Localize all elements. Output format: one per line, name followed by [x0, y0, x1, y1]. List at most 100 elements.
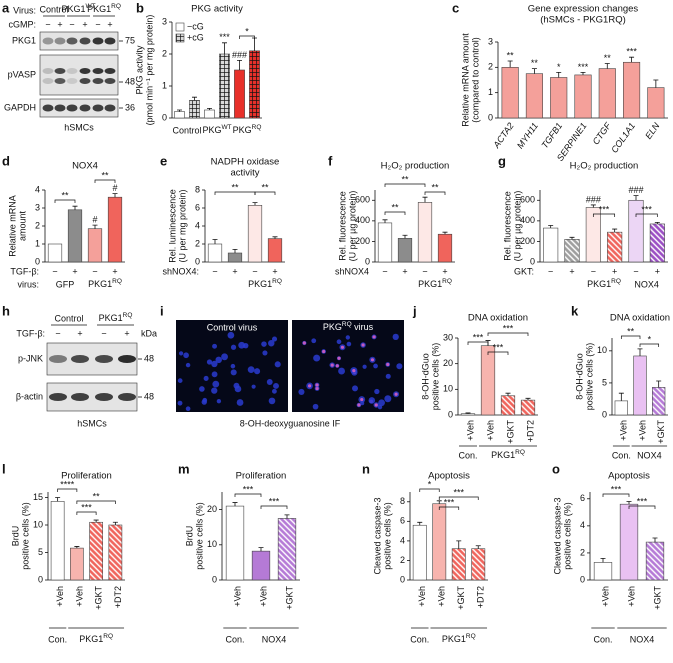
nucleus — [268, 397, 276, 405]
y-tick-label: 5 — [38, 547, 43, 557]
row-tick-label: − — [422, 266, 427, 276]
legend-label: −cG — [187, 21, 204, 31]
nucleus-signal — [352, 368, 356, 373]
band — [104, 68, 116, 74]
band-label: GAPDH — [4, 102, 36, 112]
nucleus — [254, 368, 261, 375]
y-tick-label: 6 — [195, 202, 200, 212]
blot-box — [39, 54, 119, 96]
bar — [47, 243, 63, 263]
significance: * — [648, 334, 652, 344]
error-bar — [600, 557, 606, 563]
nucleus — [266, 379, 273, 385]
y-axis-label: positive cells (%) — [430, 343, 440, 411]
image-label-part: virus — [352, 322, 374, 332]
y-tick-label: 3 — [162, 16, 167, 26]
band — [104, 78, 116, 84]
error-bar — [654, 222, 660, 224]
significance: ** — [401, 174, 409, 184]
panel-letter: e — [160, 153, 167, 168]
group-label: Con. — [225, 634, 244, 644]
legend-swatch — [175, 22, 185, 32]
row-tick-label: + — [612, 266, 617, 276]
lane-label: + — [82, 19, 87, 29]
y-tick-label: 3 — [488, 36, 493, 46]
error-bar — [612, 228, 618, 233]
error-bar — [456, 540, 462, 549]
significance-bracket — [424, 191, 446, 195]
significance: ** — [431, 182, 439, 192]
x-tick-label: CTGF — [591, 120, 614, 146]
bar — [451, 548, 466, 581]
error-bar — [112, 521, 118, 525]
significance: * — [245, 26, 249, 36]
nucleus-signal — [372, 335, 376, 339]
chart-title: Proliferation — [61, 471, 112, 482]
chart-title: NOX4 — [72, 161, 98, 172]
significance: # — [112, 183, 117, 193]
error-bar — [272, 236, 278, 239]
nucleus — [268, 339, 275, 347]
x-tick-label: +GKT — [652, 586, 662, 610]
nucleus — [185, 406, 191, 412]
group-label: PKG1RQ — [87, 3, 121, 14]
bar — [70, 547, 84, 581]
row-tick-label: + — [72, 266, 77, 276]
bar — [108, 524, 123, 581]
significance: **** — [60, 479, 75, 489]
bar — [397, 238, 413, 263]
chart-title: Proliferation — [236, 471, 287, 482]
bar — [633, 355, 647, 416]
error-bar — [626, 501, 632, 505]
x-tick-label: +Veh — [619, 420, 629, 441]
bar — [501, 67, 519, 119]
y-axis-label: positive cells (%) — [20, 502, 30, 570]
group-label-part: RQ — [466, 633, 476, 640]
panel-letter: l — [2, 461, 6, 476]
chart-title: H₂O₂ production — [381, 161, 450, 172]
row-tick-label: − — [52, 266, 57, 276]
significance: *** — [641, 204, 652, 214]
band — [49, 393, 67, 401]
nucleus-signal — [361, 343, 365, 347]
band — [104, 104, 116, 112]
bar — [107, 196, 123, 263]
significance-bracket — [254, 191, 276, 195]
bar — [598, 68, 616, 119]
nucleus — [336, 339, 342, 345]
error-bar — [507, 60, 513, 68]
band — [104, 37, 116, 45]
y-tick-label: 0 — [195, 256, 200, 266]
nucleus — [211, 387, 218, 394]
lane-label: − — [95, 19, 100, 29]
row-label: Virus: — [13, 5, 36, 15]
band — [71, 393, 89, 401]
bar — [204, 109, 215, 119]
group-label-part: PKG1 — [99, 313, 123, 323]
error-bar — [436, 500, 442, 504]
y-axis-label: (U per µg protein) — [512, 191, 522, 262]
band-label: β-actin — [16, 391, 43, 401]
y-axis-label: (U per µg protein) — [347, 191, 357, 262]
band — [92, 78, 104, 84]
error-bar — [442, 231, 448, 235]
group-label-part: PKG1 — [442, 634, 466, 644]
nucleus — [362, 364, 367, 369]
significance: ** — [231, 182, 239, 192]
y-axis-label: (compared to control) — [470, 37, 480, 123]
band — [79, 104, 91, 112]
x-tick-label: +Veh — [465, 420, 475, 441]
significance: *** — [637, 496, 648, 506]
nucleus — [227, 331, 235, 339]
band — [66, 68, 78, 74]
group-label-part: WT — [85, 3, 95, 10]
significance: * — [557, 62, 561, 72]
panel-letter: b — [136, 0, 144, 15]
row-tick-label: − — [92, 266, 97, 276]
nucleus — [385, 373, 391, 379]
significance: *** — [243, 484, 254, 494]
x-tick-label: +GKT — [505, 420, 515, 444]
x-tick-label: +Veh — [626, 586, 636, 607]
error-bar — [633, 195, 639, 201]
bar — [645, 541, 665, 581]
